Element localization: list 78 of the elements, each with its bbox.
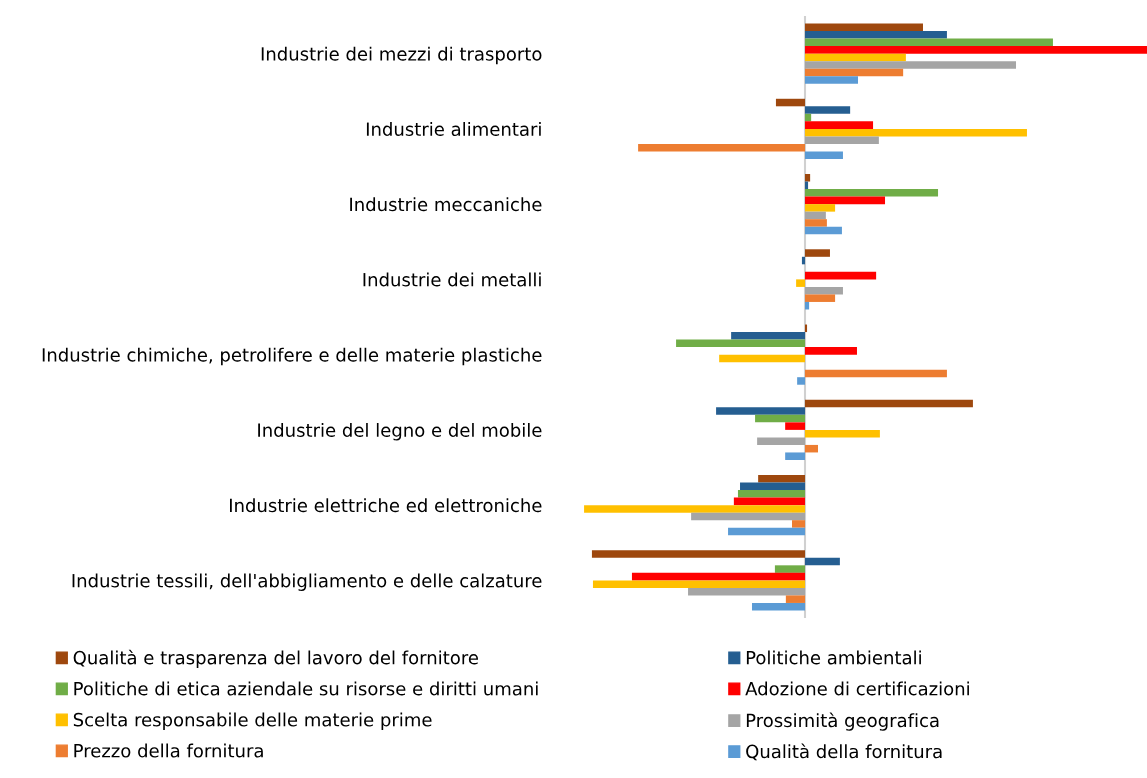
bar (728, 527, 805, 536)
legend-label: Qualità e trasparenza del lavoro del fornitore (73, 649, 478, 668)
y-tick-label: Industrie chimiche, petrolifere e delle materie plastiche (42, 347, 542, 366)
bar (805, 76, 859, 84)
bar (591, 550, 805, 558)
bar (631, 572, 805, 581)
bar (805, 46, 1147, 54)
y-tick-label: Industrie dei metalli (363, 272, 541, 287)
bar (751, 602, 805, 611)
bar (757, 437, 805, 445)
bar (805, 211, 826, 220)
bar (785, 452, 805, 460)
bar (774, 565, 805, 573)
bar (805, 181, 809, 190)
bar (805, 136, 879, 144)
bar (805, 399, 973, 408)
bar (719, 354, 805, 363)
y-tick-label: Industrie tessili, dell'abbigliamento e delle calzature (72, 573, 542, 591)
bar (805, 53, 906, 62)
bar (805, 347, 857, 355)
bar (805, 286, 843, 295)
legend-label: Prossimità geografica (746, 712, 939, 731)
bar (592, 580, 805, 588)
bar (805, 23, 923, 32)
bar (716, 407, 805, 415)
bar (805, 444, 818, 453)
bar (805, 189, 939, 197)
bar (676, 339, 805, 348)
bar (805, 429, 880, 438)
bar (805, 301, 810, 310)
bar (805, 219, 827, 227)
legend-label: Politiche di etica aziendale su risorse e diritti umani (74, 681, 538, 696)
bar (805, 369, 947, 378)
bar (584, 505, 805, 513)
bar (805, 249, 830, 257)
bar (740, 482, 805, 491)
legend-label: Politiche ambientali (746, 650, 921, 665)
bar (805, 128, 1027, 137)
bar (805, 557, 840, 566)
bar (805, 226, 842, 235)
bar (758, 475, 805, 483)
bar (797, 377, 805, 385)
bar (805, 31, 947, 39)
bar (688, 587, 805, 596)
bar (792, 520, 805, 528)
legend-label: Prezzo della fornitura (74, 743, 263, 758)
bar (805, 324, 808, 333)
bar (733, 497, 805, 506)
y-tick-label: Industrie elettriche ed elettroniche (230, 498, 542, 513)
bar (805, 174, 811, 182)
legend-label: Adozione di certificazioni (745, 681, 969, 696)
bar (805, 121, 874, 129)
bar (691, 512, 805, 521)
bar (731, 332, 805, 340)
bar (775, 98, 805, 107)
bar (805, 38, 1053, 47)
bar (805, 204, 836, 212)
bar (737, 490, 805, 498)
bar (805, 61, 1017, 69)
y-tick-label: Industrie del legno e del mobile (258, 423, 542, 441)
bar (785, 595, 805, 603)
legend-label: Qualità della fornitura (746, 743, 942, 761)
bar (638, 143, 805, 152)
bar (805, 151, 843, 159)
bar (805, 113, 812, 122)
y-tick-label: Industrie dei mezzi di trasporto (261, 46, 542, 65)
bar (805, 271, 877, 280)
bar (805, 106, 851, 114)
bar (796, 279, 805, 287)
bar (785, 422, 805, 430)
bar (805, 294, 836, 302)
y-tick-label: Industrie alimentari (366, 122, 541, 136)
bar (805, 68, 904, 77)
bar (805, 196, 886, 205)
bar (801, 256, 805, 265)
y-tick-label: Industrie meccaniche (350, 197, 542, 212)
bar (755, 414, 805, 423)
legend-label: Scelta responsabile delle materie prime (73, 712, 432, 731)
